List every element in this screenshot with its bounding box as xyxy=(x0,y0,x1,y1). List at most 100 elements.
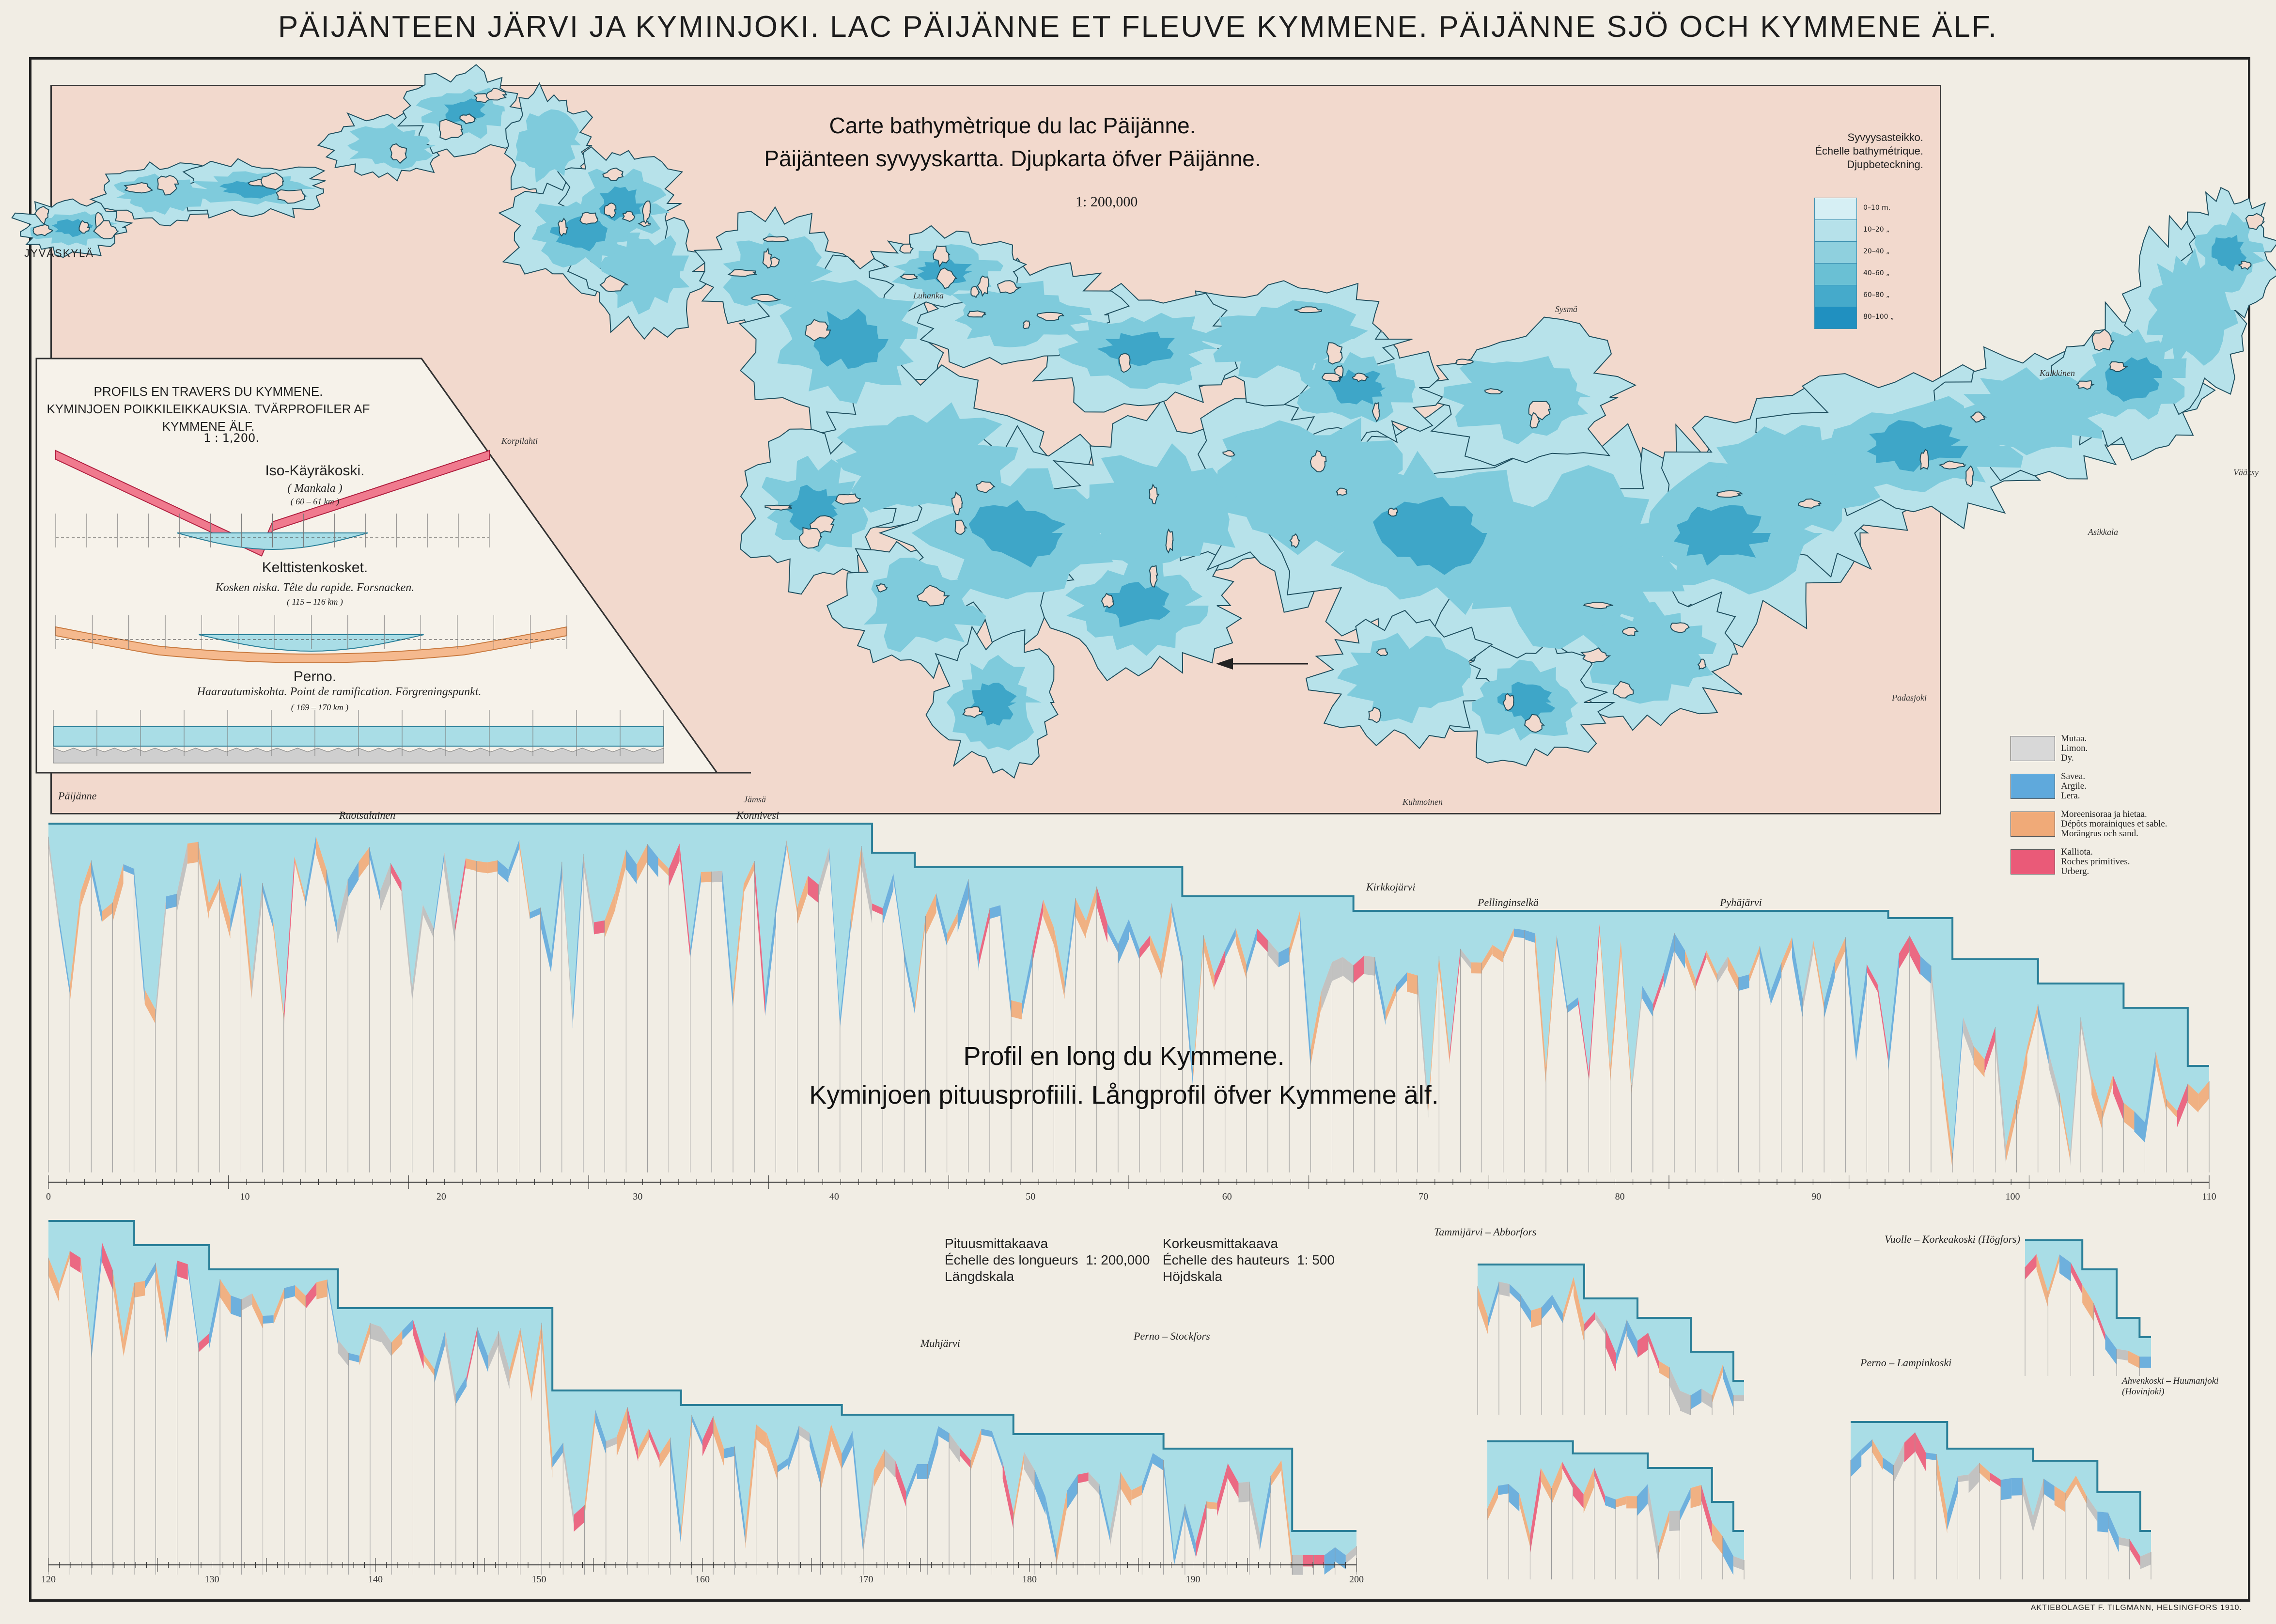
long-profile-sediment xyxy=(1471,962,1482,974)
depth-step: 10–20 „ xyxy=(1814,220,1889,242)
long-profile-sediment xyxy=(1637,1333,1648,1358)
label-ahvenkoski: Ahvenkoski – Huumanjoki (Hovinjoki) xyxy=(2122,1376,2219,1397)
long-profile-sediment xyxy=(2166,1099,2177,1118)
long-profile-sediment xyxy=(2025,1254,2037,1280)
lake-basin xyxy=(2109,361,2128,373)
long-profile-sediment xyxy=(1979,1463,1990,1483)
long-profile-sediment xyxy=(840,918,851,1029)
long-profile-sediment xyxy=(433,851,444,935)
long-profile-sediment xyxy=(733,884,744,1007)
long-profile-sediment xyxy=(1185,1504,1196,1557)
profile-1-sub: ( Mankala ) xyxy=(287,482,343,495)
long-profile-sediment xyxy=(1883,1457,1894,1476)
lake-basin xyxy=(1022,320,1030,329)
long-profile-sediment xyxy=(756,1424,767,1449)
long-profile-sediment xyxy=(422,904,434,938)
label-ruotsalainen: Ruotsalainen xyxy=(339,809,396,821)
lake-paijanne xyxy=(11,64,2276,779)
lake-basin xyxy=(604,203,617,219)
place-jamsa: Jämsä xyxy=(744,795,766,804)
long-profile-sediment xyxy=(1877,984,1888,1062)
long-profile-sediment xyxy=(1680,1390,1691,1416)
long-profile-sediment xyxy=(989,905,1001,919)
long-profile-sediment xyxy=(1531,1307,1542,1328)
long-profile-sediment xyxy=(2076,1475,2087,1504)
lake-basin xyxy=(1953,367,2114,455)
lake-basin xyxy=(1529,412,1541,429)
long-profile-sediment xyxy=(1599,924,1610,1076)
long-profile-sediment xyxy=(91,1242,102,1361)
long-profile-sediment xyxy=(1557,934,1568,1014)
km-label: 150 xyxy=(532,1574,546,1585)
long-profile-sediment xyxy=(48,836,60,928)
long-profile-sediment xyxy=(2105,1333,2117,1365)
long-profile-sediment xyxy=(1963,1017,1974,1062)
long-profile-sediment xyxy=(294,856,305,903)
lake-basin xyxy=(157,175,179,196)
lake-basin xyxy=(900,273,918,281)
long-profile-sediment xyxy=(605,891,616,938)
long-profile-sediment xyxy=(219,879,231,939)
long-profile-sediment xyxy=(306,1282,317,1309)
long-profile-sediment xyxy=(1142,1453,1153,1495)
long-profile-sediment xyxy=(402,1319,413,1340)
long-profile-sediment xyxy=(1712,1522,1723,1555)
km-rulers: 0 10 20 30 40 50 60 70 80 90 100 110 120 130 140 150 160… xyxy=(41,1175,2216,1585)
cross-profile-perno xyxy=(53,710,664,764)
long-profile-sediment xyxy=(583,854,594,934)
km-label: 140 xyxy=(368,1574,383,1585)
long-profile-sediment xyxy=(1904,1432,1915,1463)
geology-legend-text: Savea. Argile. Lera. xyxy=(2061,771,2087,801)
label-tammijarvi: Tammijärvi – Abborfors xyxy=(1434,1226,1537,1238)
long-profile-sediment xyxy=(2119,1537,2130,1547)
long-profile-sediment xyxy=(252,1293,263,1329)
long-profile-sediment xyxy=(594,920,605,935)
lake-basin xyxy=(638,221,651,227)
long-profile-water xyxy=(48,1221,1356,1555)
long-profile-sediment xyxy=(520,1328,531,1394)
long-profile-sediment xyxy=(797,875,808,924)
long-profile-sediment xyxy=(659,1437,670,1468)
lake-basin xyxy=(93,220,120,239)
long-profile-sediment xyxy=(1659,1360,1669,1379)
long-profile-sediment xyxy=(445,1330,456,1408)
long-profile-sediment xyxy=(1952,1017,1964,1163)
long-profile-sediment xyxy=(1206,1501,1217,1510)
long-profile-surface xyxy=(48,823,2209,1067)
km-label: 110 xyxy=(2202,1191,2216,1202)
long-profile-sediment xyxy=(359,847,370,878)
long-profile-sediment xyxy=(2087,1496,2098,1522)
long-profile-sediment xyxy=(1107,923,1118,953)
long-profile-sediment xyxy=(1696,950,1707,988)
long-profile-sediment xyxy=(230,871,241,932)
long-profile-sediment xyxy=(691,1415,702,1446)
long-profile-sediment xyxy=(820,1424,831,1492)
long-profile-sediment xyxy=(1075,898,1086,939)
long-profile-sediment xyxy=(1257,928,1268,953)
long-profile-sediment xyxy=(2117,1349,2128,1361)
km-label: 30 xyxy=(633,1191,642,1202)
long-profile-sediment xyxy=(2043,1479,2055,1501)
long-profile-sediment xyxy=(1642,985,1653,1017)
depth-step: 80–100 „ xyxy=(1814,307,1894,329)
long-profile-sediment xyxy=(701,871,712,883)
profile-3-km: ( 169 – 170 km ) xyxy=(291,703,349,712)
geology-legend-item: Kalliota. Roches primitives. Urberg. xyxy=(2011,847,2214,879)
long-profile-heading: Profil en long du Kymmene. Kyminjoen pit… xyxy=(785,1037,1463,1114)
long-profile-sediment xyxy=(1374,957,1386,1025)
long-profile-sediment xyxy=(1428,956,1439,1111)
long-profile-sediment xyxy=(1011,1000,1022,1020)
long-profile-sediment xyxy=(327,869,338,936)
long-profile-sediment xyxy=(2187,1083,2198,1113)
long-profile-sediment xyxy=(391,1330,403,1356)
place-luhanka: Luhanka xyxy=(913,291,944,300)
long-profile-sediment xyxy=(561,861,573,1023)
km-label: 200 xyxy=(1349,1574,1364,1585)
long-profile-sediment xyxy=(1171,902,1183,965)
long-profile-sediment xyxy=(711,871,722,883)
long-profile-sediment xyxy=(1552,1295,1563,1324)
long-profile-sediment xyxy=(842,1431,853,1469)
place-sysma: Sysmä xyxy=(1555,304,1577,314)
long-profile-sediment xyxy=(1760,946,1771,1003)
long-profile-sediment xyxy=(112,864,124,922)
